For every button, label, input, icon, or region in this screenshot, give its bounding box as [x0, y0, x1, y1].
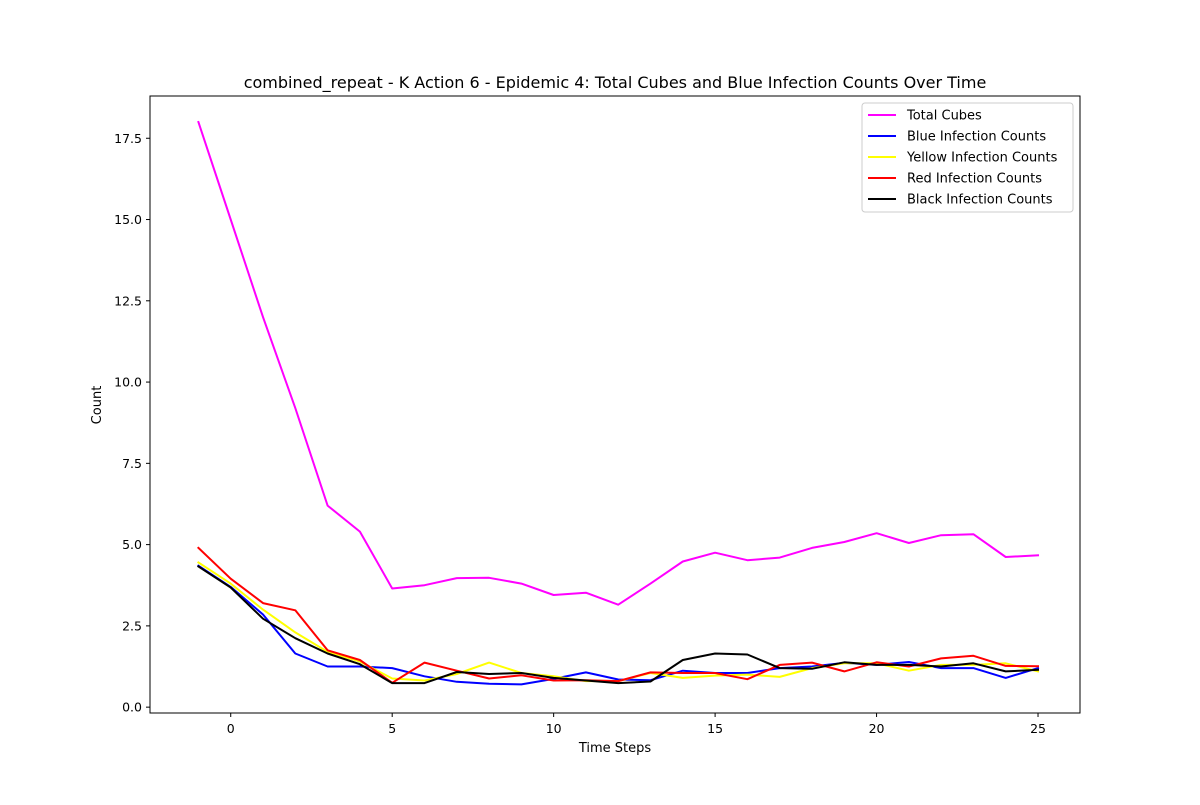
y-tick-label: 2.5: [122, 618, 142, 633]
y-tick-label: 10.0: [114, 375, 142, 390]
x-tick-label: 0: [227, 721, 235, 736]
x-tick-label: 20: [869, 721, 885, 736]
y-axis-label: Count: [90, 386, 105, 425]
y-tick-label: 17.5: [114, 131, 142, 146]
series-line-blue-infection-counts: [197, 564, 1040, 686]
series-line-total-cubes: [197, 120, 1040, 606]
x-tick-label: 10: [546, 721, 562, 736]
legend: Total Cubes Blue Infection Counts Yellow I…: [861, 102, 1074, 213]
y-tick-label: 7.5: [122, 456, 142, 471]
series-layer: [196, 120, 1040, 686]
x-tick-label: 25: [1030, 721, 1046, 736]
legend-label: Yellow Infection Counts: [906, 151, 1058, 166]
x-axis-ticks: 0 5 10 15 20 25: [227, 713, 1046, 736]
legend-items: Total Cubes Blue Infection Counts Yellow I…: [868, 109, 1058, 208]
y-tick-label: 5.0: [122, 537, 142, 552]
legend-label: Total Cubes: [906, 109, 982, 124]
x-axis-label: Time Steps: [578, 741, 652, 756]
legend-label: Black Infection Counts: [907, 193, 1053, 208]
x-tick-label: 5: [388, 721, 396, 736]
y-axis-ticks: 0.0 2.5 5.0 7.5 10.0 12.5 15.0 17.5: [114, 131, 150, 715]
y-tick-label: 12.5: [114, 293, 142, 308]
legend-box: [861, 102, 1074, 213]
series-line-black-infection-counts: [197, 565, 1040, 685]
y-tick-label: 0.0: [122, 700, 142, 715]
plot-frame: [149, 95, 1081, 714]
legend-label: Red Infection Counts: [907, 172, 1042, 187]
chart-title: combined_repeat - K Action 6 - Epidemic …: [244, 73, 987, 93]
x-tick-label: 15: [707, 721, 723, 736]
legend-label: Blue Infection Counts: [907, 130, 1046, 145]
y-tick-label: 15.0: [114, 212, 142, 227]
